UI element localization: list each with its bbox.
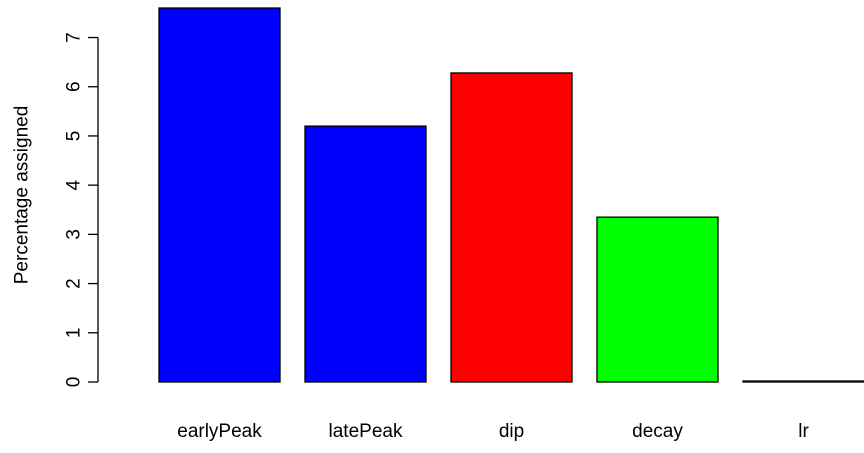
y-axis: 0 1 2 3 4 5 6 7 bbox=[64, 32, 99, 387]
x-axis-labels: earlyPeak latePeak dip decay lr bbox=[177, 421, 809, 442]
y-axis-title: Percentage assigned bbox=[12, 106, 33, 285]
x-category-label: latePeak bbox=[329, 421, 403, 442]
x-category-label: earlyPeak bbox=[177, 421, 262, 442]
bar-decay bbox=[597, 217, 718, 382]
bar-lr bbox=[743, 381, 864, 382]
x-category-label: dip bbox=[499, 421, 524, 442]
y-tick-label: 2 bbox=[64, 278, 85, 289]
y-tick-label: 5 bbox=[64, 131, 85, 142]
x-category-label: lr bbox=[798, 421, 809, 442]
y-tick-label: 4 bbox=[64, 179, 85, 190]
y-tick-label: 6 bbox=[64, 81, 85, 92]
y-tick-label: 3 bbox=[64, 229, 85, 240]
y-tick-label: 7 bbox=[64, 32, 85, 43]
bar-latePeak bbox=[305, 126, 426, 382]
y-tick-label: 1 bbox=[64, 328, 85, 339]
bar-dip bbox=[451, 73, 572, 382]
bar-earlyPeak bbox=[159, 8, 280, 382]
x-category-label: decay bbox=[632, 421, 683, 442]
y-tick-label: 0 bbox=[64, 377, 85, 388]
bars-group bbox=[159, 8, 864, 382]
